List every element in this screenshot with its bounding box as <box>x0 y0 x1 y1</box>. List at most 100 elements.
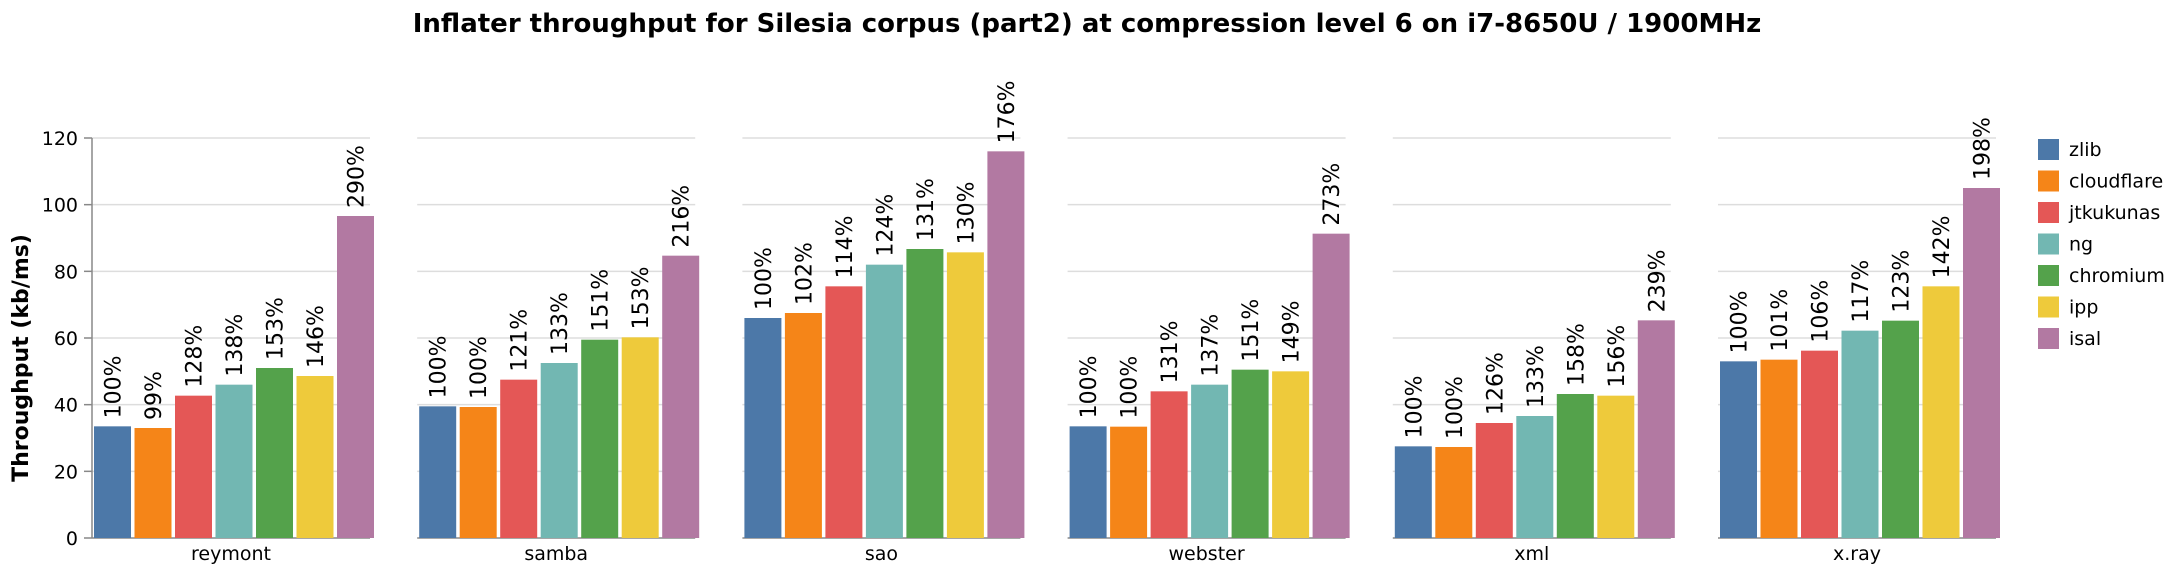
data-label: 106% <box>1809 280 1834 343</box>
bar-chromium-xml <box>1556 394 1594 538</box>
legend-item-ipp: ipp <box>2038 296 2098 319</box>
legend-swatch <box>2038 233 2059 255</box>
data-label: 138% <box>223 314 248 377</box>
y-tick-label: 40 <box>54 395 78 417</box>
data-label: 102% <box>792 242 817 305</box>
data-label: 146% <box>304 305 329 368</box>
bar-cloudflare-xml <box>1435 447 1473 538</box>
bar-isal-webster <box>1312 233 1350 538</box>
bar-zlib-xml <box>1394 446 1432 538</box>
panel-reymont: 0 20 40 60 80 100 120 100% 99% 128% 138% 153% 146% 29… <box>42 128 374 565</box>
bar-ng-webster <box>1191 384 1229 538</box>
data-label: 100% <box>1402 375 1427 438</box>
legend-swatch <box>2038 265 2059 286</box>
data-label: 133% <box>1524 345 1549 408</box>
data-label: 123% <box>1890 250 1915 313</box>
data-label: 156% <box>1605 325 1630 388</box>
panel-webster: 100% 100% 131% 137% 151% 149% 273% webster <box>1067 137 1350 565</box>
legend-label: zlib <box>2069 139 2102 161</box>
data-label: 151% <box>589 269 614 332</box>
bar-zlib-reymont <box>94 426 131 538</box>
panel-samba: 100% 100% 121% 133% 151% 153% 216% samba <box>417 137 700 565</box>
bar-isal-sao <box>987 151 1025 539</box>
data-label: 128% <box>183 325 208 388</box>
data-label: 151% <box>1239 299 1264 362</box>
data-label: 117% <box>1849 260 1874 323</box>
bar-cloudflare-x-ray <box>1760 359 1798 538</box>
category-label: x.ray <box>1833 543 1881 565</box>
legend-label: isal <box>2069 328 2101 350</box>
bar-ng-sao <box>865 264 903 538</box>
panel-x-ray: 100% 101% 106% 117% 123% 142% 198% x.ray <box>1718 117 2000 565</box>
data-label: 99% <box>142 371 167 420</box>
y-tick-label: 80 <box>54 261 78 283</box>
bar-ng-xml <box>1516 416 1554 538</box>
bar-ng-reymont <box>215 384 253 538</box>
data-label: 100% <box>752 247 777 310</box>
bar-ipp-webster <box>1272 371 1310 538</box>
legend-swatch <box>2038 328 2059 349</box>
bar-ipp-sao <box>946 252 984 539</box>
data-label: 130% <box>954 181 979 244</box>
data-label: 273% <box>1320 163 1345 226</box>
y-axis-label: Throughput (kb/ms) <box>9 234 34 482</box>
data-label: 158% <box>1564 323 1589 386</box>
bar-zlib-sao <box>744 318 782 538</box>
data-label: 114% <box>833 215 858 278</box>
bar-ipp-samba <box>621 337 659 538</box>
bar-zlib-samba <box>419 406 457 538</box>
bar-zlib-x-ray <box>1720 361 1757 538</box>
chart-title: Inflater throughput for Silesia corpus (… <box>413 9 1761 39</box>
y-tick-label: 120 <box>42 128 78 150</box>
bar-isal-xml <box>1637 320 1675 538</box>
category-label: samba <box>524 543 588 565</box>
bar-cloudflare-sao <box>784 313 822 538</box>
bar-zlib-webster <box>1069 426 1107 538</box>
data-label: 239% <box>1645 249 1670 312</box>
data-label: 176% <box>995 80 1020 143</box>
bar-chromium-samba <box>581 339 619 538</box>
bar-isal-x-ray <box>1963 188 2000 538</box>
data-label: 198% <box>1971 117 1996 180</box>
panel-sao: 100% 102% 114% 124% 131% 130% 176% sao <box>742 80 1025 565</box>
legend-item-chromium: chromium <box>2038 265 2165 287</box>
bar-chromium-sao <box>906 249 944 538</box>
data-label: 121% <box>508 309 533 372</box>
chart-panels: 0 20 40 60 80 100 120 100% 99% 128% 138% 153% 146% 29… <box>42 80 2000 565</box>
bar-ng-x-ray <box>1841 330 1879 538</box>
bar-jtkukunas-x-ray <box>1801 350 1838 538</box>
data-label: 100% <box>1443 376 1468 439</box>
legend-label: cloudflare <box>2069 171 2163 193</box>
legend-swatch <box>2038 202 2059 223</box>
category-label: sao <box>865 543 898 565</box>
legend-swatch <box>2038 170 2059 192</box>
bar-chromium-webster <box>1231 369 1269 538</box>
data-label: 100% <box>1728 290 1753 353</box>
data-label: 100% <box>1118 356 1143 419</box>
data-label: 126% <box>1483 352 1508 415</box>
data-label: 101% <box>1768 289 1793 352</box>
legend: zlib cloudflare jtkukunas ng chromium ipp isal <box>2038 139 2165 350</box>
bar-ng-samba <box>540 363 578 538</box>
legend-label: ng <box>2069 234 2093 256</box>
legend-item-cloudflare: cloudflare <box>2038 170 2163 193</box>
data-label: 153% <box>629 266 654 329</box>
data-label: 100% <box>467 336 492 399</box>
bar-jtkukunas-reymont <box>175 395 212 538</box>
data-label: 142% <box>1930 215 1955 278</box>
bar-isal-samba <box>662 255 700 538</box>
data-label: 137% <box>1199 314 1224 377</box>
legend-item-jtkukunas: jtkukunas <box>2038 202 2160 224</box>
bar-isal-reymont <box>337 216 374 538</box>
legend-swatch <box>2038 296 2059 318</box>
panel-xml: 100% 100% 126% 133% 158% 156% 239% xml <box>1392 137 1675 565</box>
data-label: 131% <box>1158 320 1183 383</box>
category-label: xml <box>1514 543 1549 565</box>
data-label: 131% <box>914 178 939 241</box>
legend-item-isal: isal <box>2038 328 2101 350</box>
data-label: 153% <box>264 297 289 360</box>
y-tick-label: 60 <box>54 328 78 350</box>
data-label: 124% <box>873 194 898 257</box>
legend-label: jtkukunas <box>2068 202 2160 224</box>
